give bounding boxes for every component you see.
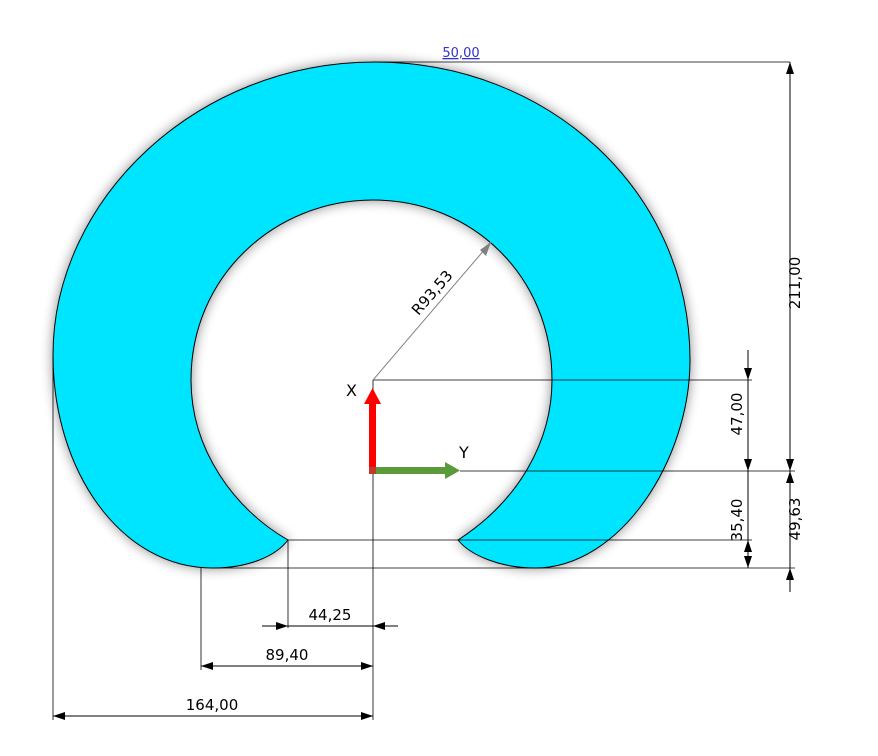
overall-height-label: 211,00 bbox=[786, 257, 804, 310]
y-axis-arrowhead-icon bbox=[445, 462, 460, 479]
overall-half-width-label: 164,00 bbox=[186, 696, 239, 714]
arrowhead-icon bbox=[786, 459, 794, 471]
radius-leader-line bbox=[372, 241, 492, 381]
origin-marker bbox=[369, 467, 376, 474]
gap-height-label: 35,40 bbox=[728, 499, 746, 542]
y-axis-arrow-shaft bbox=[373, 467, 447, 474]
arrowhead-icon bbox=[361, 662, 373, 670]
arrowhead-icon bbox=[744, 556, 752, 568]
arrowhead-icon bbox=[276, 622, 288, 630]
x-axis-label: X bbox=[346, 381, 357, 400]
top-width-label: 50,00 bbox=[442, 46, 479, 61]
y-axis-label: Y bbox=[458, 443, 469, 462]
coordinate-triad-icon bbox=[364, 388, 460, 479]
arrowhead-icon bbox=[201, 662, 213, 670]
arrowhead-icon bbox=[480, 242, 491, 256]
x-axis-arrowhead-icon bbox=[364, 388, 381, 404]
arrowhead-icon bbox=[744, 459, 752, 471]
inner-gap-label: 44,25 bbox=[309, 606, 352, 624]
arrowhead-icon bbox=[744, 368, 752, 380]
arrowhead-icon bbox=[53, 712, 65, 720]
arrowhead-icon bbox=[786, 568, 794, 580]
arrowhead-icon bbox=[361, 712, 373, 720]
part-profile bbox=[52, 61, 691, 569]
foot-offset-label: 89,40 bbox=[266, 646, 309, 664]
arrowhead-icon bbox=[786, 62, 794, 74]
center-offset-label: 47,00 bbox=[728, 393, 746, 436]
arrowhead-icon bbox=[744, 540, 752, 552]
arrowhead-icon bbox=[373, 622, 385, 630]
arrowhead-icon bbox=[786, 471, 794, 483]
x-axis-arrow-shaft bbox=[369, 400, 376, 472]
lower-height-label: 49,63 bbox=[786, 498, 804, 541]
